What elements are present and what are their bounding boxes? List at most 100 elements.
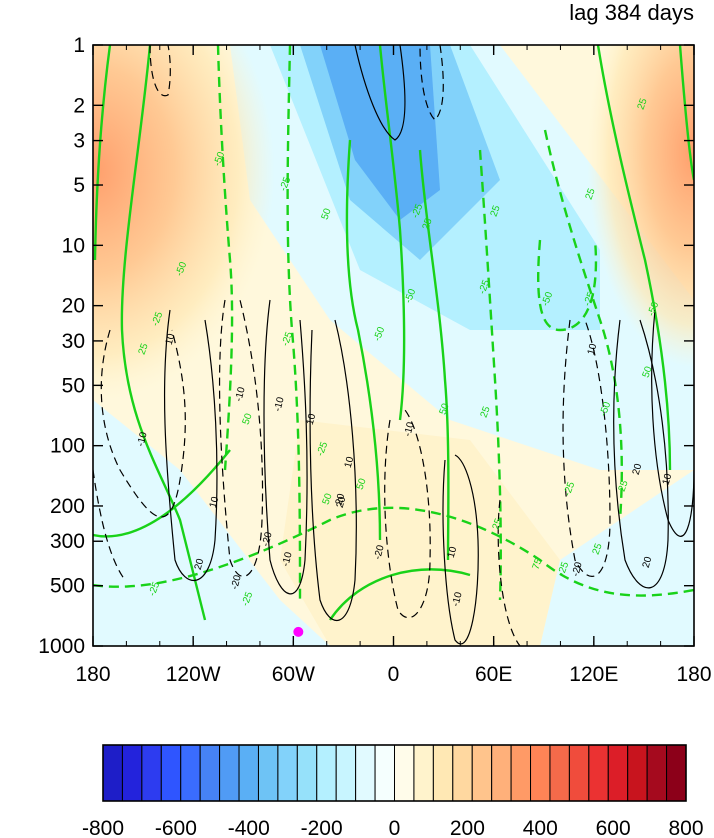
black-contour-label: 10 xyxy=(661,472,675,486)
black-contour xyxy=(651,309,694,537)
base-point-marker xyxy=(293,626,304,637)
colorbar-swatch xyxy=(335,744,357,802)
black-contour xyxy=(93,469,126,581)
colorbar-swatch xyxy=(219,744,240,802)
x-tick-label: 180 xyxy=(75,663,110,686)
green-contour-label: -50 xyxy=(403,287,418,305)
green-contour-label: -25 xyxy=(562,480,577,498)
green-contour-label: -25 xyxy=(280,330,295,348)
green-contour-label: 50 xyxy=(320,207,334,222)
y-tick-label: 20 xyxy=(62,295,85,318)
green-contour xyxy=(345,139,382,541)
black-contour-label: 20 xyxy=(334,492,348,506)
black-contour xyxy=(149,45,171,97)
black-contour xyxy=(218,299,264,577)
y-tick-label: 2 xyxy=(73,94,85,117)
black-contour-label: -10 xyxy=(402,421,416,438)
colorbar-frame xyxy=(102,744,687,802)
green-contour-label: 50 xyxy=(241,412,255,427)
green-contour-label: -50 xyxy=(646,300,661,318)
x-tick-label: 180 xyxy=(676,663,711,686)
green-contour-label: -25 xyxy=(582,290,597,308)
green-contour xyxy=(216,45,234,471)
black-contour xyxy=(613,319,669,589)
colorbar-swatch xyxy=(160,744,182,802)
black-contour-label: -10 xyxy=(272,396,286,413)
field-warm-center xyxy=(280,420,560,646)
colorbar-label: 400 xyxy=(523,817,558,838)
colorbar-label: 200 xyxy=(450,817,485,838)
colorbar-swatch xyxy=(374,744,396,802)
colorbar-label: -800 xyxy=(82,817,124,838)
black-contour xyxy=(384,409,431,619)
green-contour-label: 50 xyxy=(641,365,655,380)
green-contour-label: -25 xyxy=(410,202,425,220)
black-contour xyxy=(419,45,444,121)
y-tick-label: 500 xyxy=(50,575,85,598)
colorbar-swatch xyxy=(141,744,162,802)
green-contour-label: -50 xyxy=(598,400,613,418)
green-contour xyxy=(120,45,207,621)
colorbar-swatch xyxy=(102,744,123,802)
colorbar-label: -200 xyxy=(301,817,343,838)
green-contour xyxy=(93,506,694,597)
colorbar-label: -400 xyxy=(228,817,270,838)
black-contour-label: -20 xyxy=(229,574,243,591)
black-contour-label: -20 xyxy=(260,531,274,548)
green-contour-label: 25 xyxy=(591,542,605,557)
green-contour-label: -50 xyxy=(540,290,555,308)
colorbar-label: 600 xyxy=(596,817,631,838)
colorbar-swatch xyxy=(199,744,221,802)
black-contour-label: 10 xyxy=(446,545,460,559)
x-tick-label: 0 xyxy=(388,663,400,686)
colorbar-swatch xyxy=(277,744,298,802)
green-contour xyxy=(93,45,112,261)
black-contour-label: -10 xyxy=(280,551,294,568)
green-contour-label: -50 xyxy=(174,260,189,278)
colorbar-swatch xyxy=(355,744,376,802)
x-tick-label: 120W xyxy=(166,663,221,686)
green-contour xyxy=(93,449,231,538)
field-warm-right xyxy=(480,45,694,475)
colorbar-label: 800 xyxy=(668,817,703,838)
y-tick-label: 50 xyxy=(62,374,85,397)
black-contour xyxy=(163,309,218,582)
black-contour-label: 20 xyxy=(641,555,655,569)
black-contour xyxy=(309,319,357,622)
black-contour-label: -10 xyxy=(135,431,149,448)
x-tick-label: 60W xyxy=(272,663,315,686)
green-contour-label: -25 xyxy=(556,560,571,578)
colorbar-swatch xyxy=(588,744,609,802)
colorbar-swatch xyxy=(238,744,259,802)
green-contour xyxy=(378,45,406,421)
black-contour xyxy=(562,319,611,577)
colorbar-swatch xyxy=(452,744,473,802)
black-contour-label: -10 xyxy=(450,591,464,608)
green-contour-label: 75 xyxy=(531,557,545,572)
black-contour xyxy=(354,45,406,141)
green-contour-label: 25 xyxy=(491,517,505,532)
black-contour xyxy=(497,499,521,646)
black-contour-label: -10 xyxy=(233,386,247,403)
y-tick-label: 1 xyxy=(73,34,85,57)
colorbar-swatch xyxy=(296,744,318,802)
colorbar-swatch xyxy=(549,744,570,802)
colorbar-swatch xyxy=(491,744,512,802)
colorbar-swatch xyxy=(413,744,434,802)
green-contour-label: -25 xyxy=(147,580,162,598)
green-contour-label: 50 xyxy=(321,492,335,507)
black-contour xyxy=(263,299,308,595)
colorbar-swatch xyxy=(568,744,590,802)
green-contour-label: -25 xyxy=(315,440,330,458)
black-contour-label: 10 xyxy=(343,455,357,469)
green-contour xyxy=(329,568,471,621)
black-contour-label: 10 xyxy=(586,342,600,356)
black-contour-label: 10 xyxy=(164,332,178,346)
green-contour-label: -25 xyxy=(477,278,492,296)
colorbar-label: 0 xyxy=(389,817,401,838)
y-tick-label: 3 xyxy=(73,130,85,153)
colorbar-label: -600 xyxy=(155,817,197,838)
x-tick-label: 120E xyxy=(569,663,618,686)
black-contour xyxy=(442,454,479,645)
